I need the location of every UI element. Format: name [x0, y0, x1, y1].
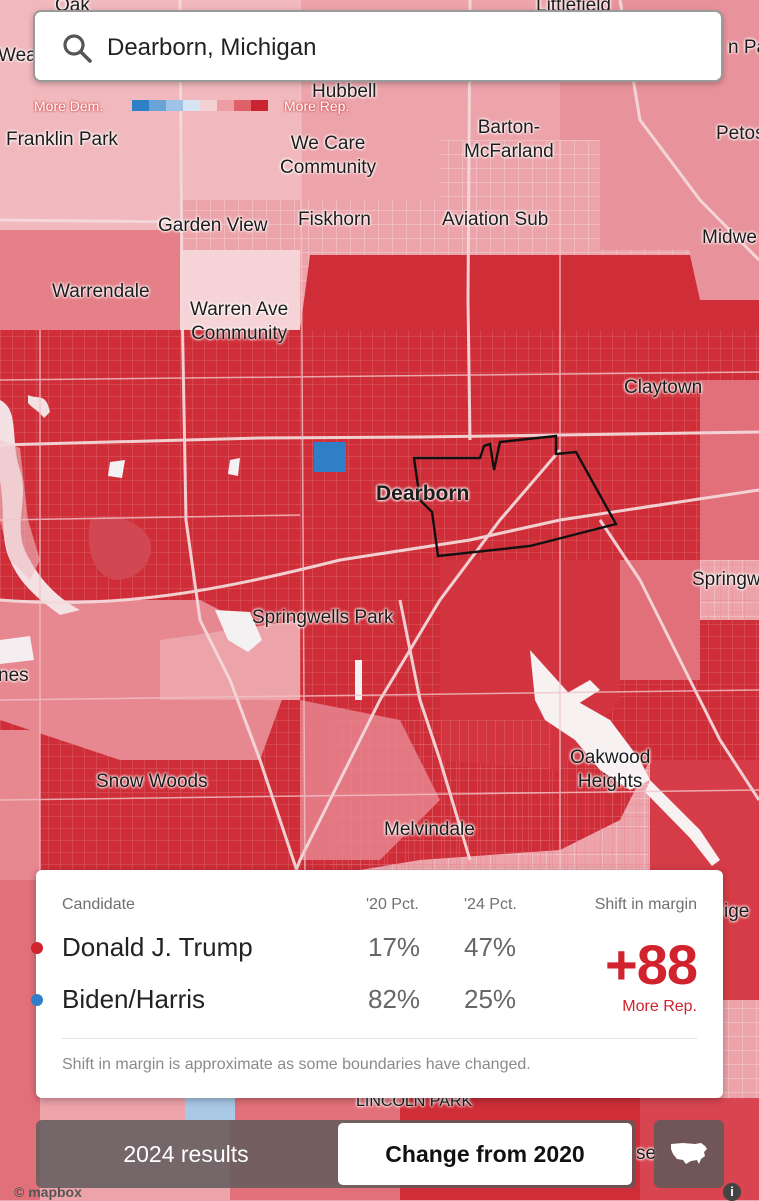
precinct-area — [0, 880, 40, 1200]
place-label-line: Community — [280, 157, 377, 178]
scale-bar — [132, 100, 268, 111]
place-label: Aviation Sub — [442, 209, 549, 230]
place-label: Warrendale — [52, 281, 150, 302]
river — [28, 395, 50, 418]
search-icon — [63, 34, 92, 63]
place-label: Petos — [716, 123, 759, 144]
place-label: Garden View — [158, 215, 268, 236]
scale-swatch — [183, 100, 200, 111]
place-label-line: Warren Ave — [190, 299, 289, 320]
scale-left-label: More Dem. — [34, 98, 104, 114]
precinct-area — [180, 250, 300, 330]
place-label-line: Oakwood — [570, 747, 651, 768]
mapbox-attribution[interactable]: © mapbox — [14, 1184, 82, 1200]
results-panel: Candidate '20 Pct. '24 Pct. Shift in mar… — [31, 870, 723, 1098]
place-label: Midwe — [702, 227, 757, 248]
info-icon[interactable]: i — [723, 1183, 741, 1201]
toggle-2024-results[interactable]: 2024 results — [123, 1141, 249, 1167]
scale-swatch — [234, 100, 251, 111]
pct24-value: 25% — [464, 984, 517, 1014]
footnote: Shift in margin is approximate as some b… — [62, 1056, 531, 1073]
place-label: Springwells Park — [252, 607, 394, 628]
scale-swatch — [166, 100, 183, 111]
place-label-line: McFarland — [464, 141, 554, 162]
place-label-line: Community — [191, 323, 288, 344]
place-label-line: We Care — [290, 133, 366, 154]
header-shift: Shift in margin — [594, 896, 697, 913]
scale-swatch — [217, 100, 234, 111]
park-lake — [355, 660, 362, 700]
toggle-change-from-2020[interactable]: Change from 2020 — [338, 1123, 632, 1185]
us-map-icon — [671, 1143, 707, 1164]
precinct-area — [0, 230, 180, 330]
park — [88, 516, 151, 580]
place-label: se — [636, 1143, 657, 1164]
search-box[interactable] — [33, 10, 723, 82]
park-lake — [108, 460, 125, 478]
scale-right-label: More Rep. — [284, 98, 350, 114]
place-label: Oakwood Heights — [570, 746, 650, 794]
pct20-value: 17% — [368, 932, 421, 962]
place-label-line: Barton- — [477, 117, 541, 138]
shift-direction-label: More Rep. — [622, 998, 697, 1015]
candidate-name: Donald J. Trump — [62, 932, 253, 962]
place-label: Springw — [692, 569, 759, 590]
scale-swatch — [200, 100, 217, 111]
place-label: Franklin Park — [6, 129, 118, 150]
scale-swatch — [149, 100, 166, 111]
place-label: Melvindale — [384, 819, 475, 840]
shift-value: +88 — [605, 933, 698, 996]
dem-color-dot — [31, 994, 43, 1006]
search-input[interactable] — [105, 28, 689, 68]
park-lake — [228, 458, 240, 476]
water-patch — [0, 636, 34, 664]
place-label: Warren Ave Community — [190, 298, 288, 346]
river — [0, 440, 40, 580]
place-label: Hubbell — [312, 81, 377, 102]
scale-swatch — [132, 100, 149, 111]
precinct-area — [0, 730, 40, 880]
place-label-dearborn: Dearborn — [376, 482, 470, 505]
trump-color-dot — [31, 942, 43, 954]
precinct-area — [160, 620, 300, 700]
place-label: n Pa — [728, 37, 759, 58]
divider — [62, 1038, 697, 1039]
place-label: nes — [0, 665, 29, 686]
national-view-button[interactable] — [654, 1120, 724, 1188]
place-label: We Care Community — [280, 132, 376, 180]
header-pct20: '20 Pct. — [366, 896, 419, 913]
view-toggle: 2024 results Change from 2020 — [36, 1120, 636, 1188]
precinct-dem-lean — [314, 442, 346, 472]
pct24-value: 47% — [464, 932, 517, 962]
city-boundary-dearborn — [412, 434, 618, 558]
place-label: Weat — [0, 45, 43, 66]
place-label: Barton- McFarland — [464, 116, 554, 164]
header-pct24: '24 Pct. — [464, 896, 517, 913]
pct20-value: 82% — [368, 984, 421, 1014]
scale-swatch — [251, 100, 268, 111]
place-label: Fiskhorn — [298, 209, 371, 230]
candidate-name: Biden/Harris — [62, 984, 206, 1014]
place-label: Claytown — [624, 377, 703, 398]
airport-runway — [645, 780, 720, 866]
precinct-area-dem — [185, 1098, 235, 1120]
header-candidate: Candidate — [62, 896, 135, 913]
precinct-area — [700, 380, 759, 560]
water-patch — [215, 610, 262, 652]
place-label: ige — [724, 901, 750, 922]
airport-runway — [555, 680, 600, 712]
place-label-line: Heights — [577, 771, 643, 792]
place-label: Snow Woods — [96, 771, 208, 792]
